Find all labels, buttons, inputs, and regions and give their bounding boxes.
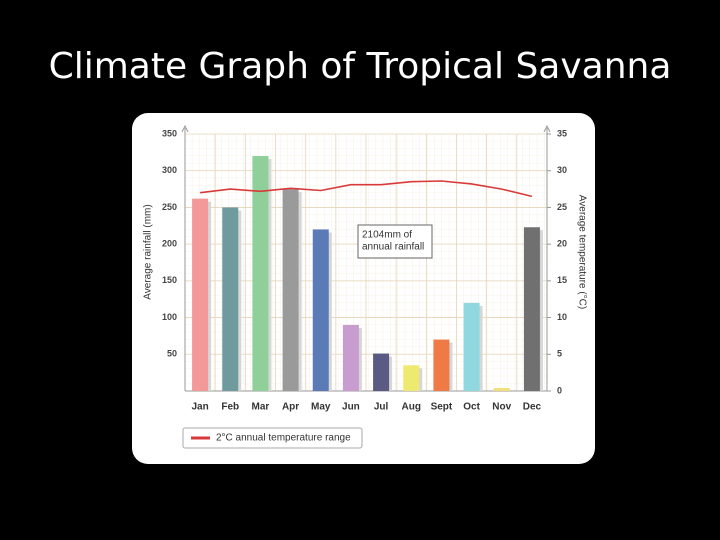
bar: [252, 156, 269, 391]
bar: [222, 207, 239, 391]
bar: [523, 227, 540, 391]
x-tick-label: Dec: [523, 402, 542, 413]
x-tick-label: Aug: [402, 402, 421, 413]
slide-title: Climate Graph of Tropical Savanna: [48, 46, 672, 87]
bar: [282, 189, 299, 391]
temperature-line: [200, 180, 533, 198]
x-tick-label: Sept: [431, 402, 453, 413]
y-tick-label: 100: [162, 312, 177, 322]
legend-box: [182, 427, 363, 449]
x-tick-label: Mar: [252, 402, 270, 413]
y-tick-label: 250: [162, 202, 177, 212]
y-tick-label: 200: [162, 239, 177, 249]
y2-tick-label: 30: [557, 165, 567, 175]
y2-tick-label: 15: [557, 275, 567, 285]
annotation-text: annual rainfall: [362, 242, 424, 253]
y-tick-label: 350: [162, 128, 177, 138]
bar: [493, 388, 510, 391]
y-tick-label: 150: [162, 275, 177, 285]
x-tick-label: Apr: [282, 402, 299, 413]
bar: [433, 339, 450, 391]
bar: [312, 229, 329, 391]
x-tick-label: Oct: [463, 402, 480, 413]
y2-tick-label: 35: [557, 128, 567, 138]
legend-label: 2°C annual temperature range: [216, 433, 351, 444]
annotation-box: [357, 224, 433, 259]
bar: [192, 198, 209, 391]
x-tick-label: Jun: [342, 402, 360, 413]
y2-tick-label: 0: [557, 385, 562, 395]
annotation-text: 2104mm of: [362, 230, 412, 241]
x-tick-label: Feb: [221, 402, 239, 413]
y-tick-label: 300: [162, 165, 177, 175]
bar: [463, 302, 480, 391]
bar: [373, 353, 390, 391]
y-axis: [181, 124, 189, 391]
y2-axis: [543, 124, 551, 391]
y-tick-label: 50: [167, 349, 177, 359]
y2-axis-label: Average temperature (°C): [576, 195, 587, 309]
x-tick-label: Jul: [374, 402, 389, 413]
y2-tick-label: 25: [557, 202, 567, 212]
bar: [403, 365, 420, 391]
x-tick-label: Nov: [492, 402, 511, 413]
y2-tick-label: 20: [557, 239, 567, 249]
bar: [342, 324, 359, 391]
y-axis-label: Average rainfall (mm): [143, 204, 154, 299]
y2-tick-label: 10: [557, 312, 567, 322]
x-tick-label: Jan: [191, 402, 208, 413]
x-tick-label: May: [311, 402, 331, 413]
y2-tick-label: 5: [557, 349, 562, 359]
